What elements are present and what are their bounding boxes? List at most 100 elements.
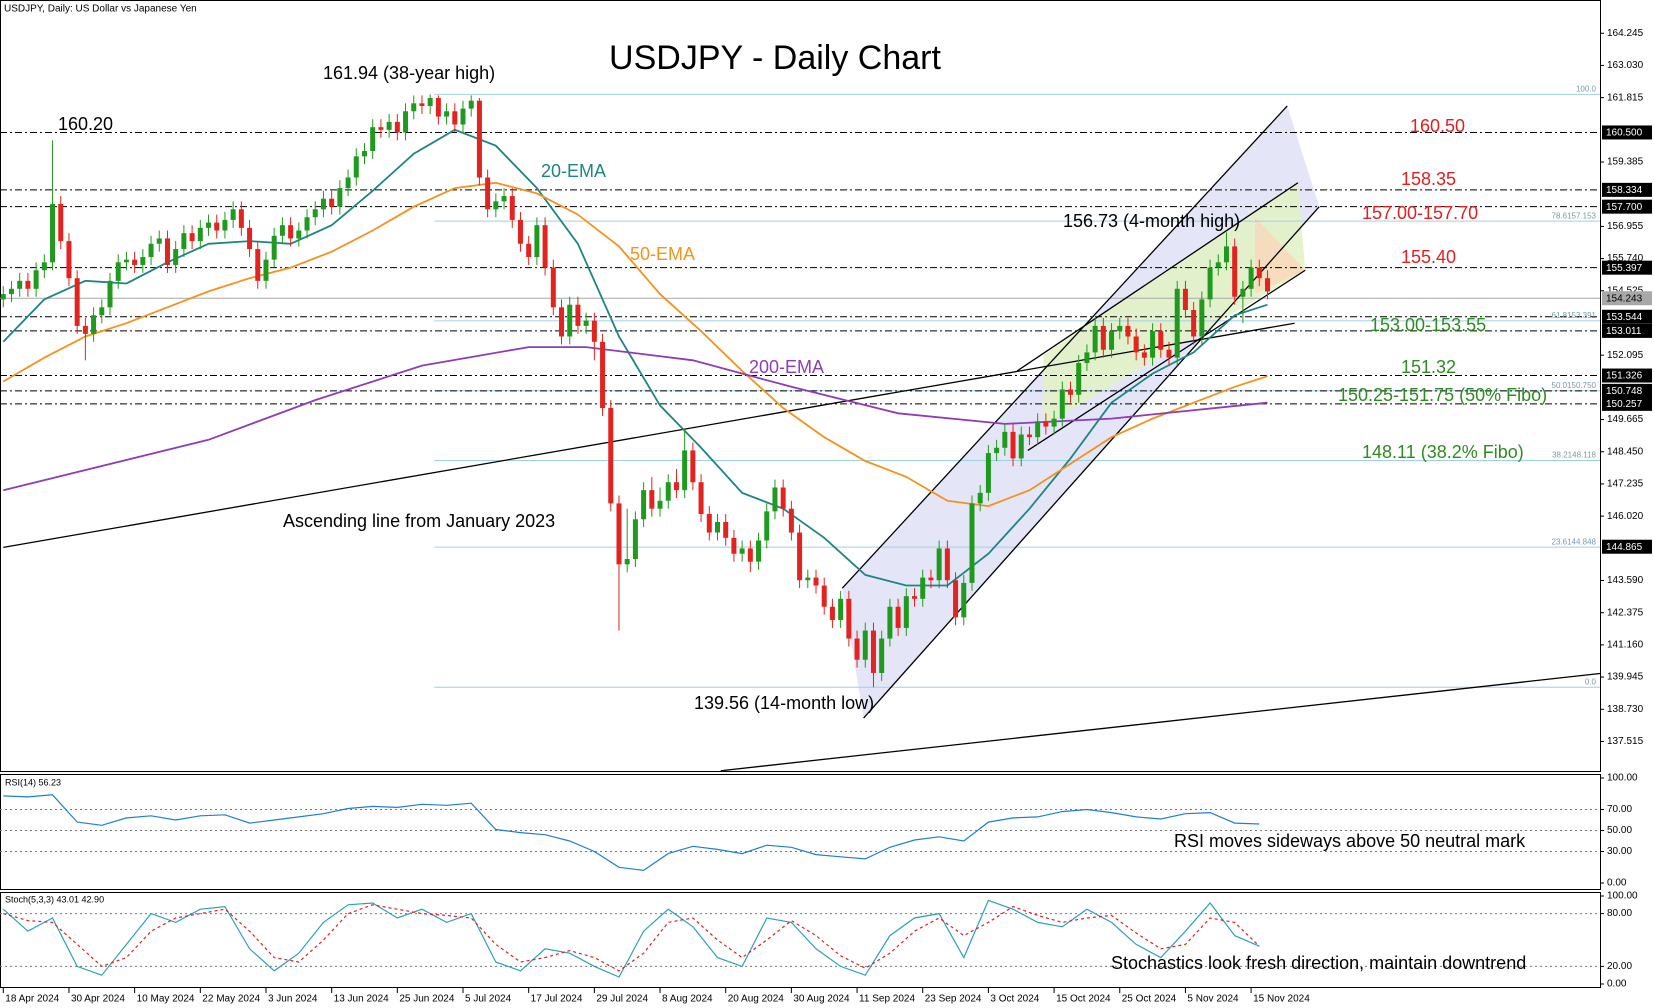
- x-tick-label: 25 Jun 2024: [399, 994, 454, 1005]
- y-tick-label: 141.160: [1607, 640, 1644, 651]
- y-tick-label: 161.815: [1607, 92, 1644, 103]
- ema-line: [3, 346, 1268, 492]
- x-tick-label: 13 Jun 2024: [334, 994, 389, 1005]
- candle-body: [912, 596, 918, 599]
- trendline: [720, 672, 1600, 771]
- candle-body: [928, 577, 934, 581]
- candle-body: [279, 225, 285, 236]
- annotation: 160.20: [58, 114, 113, 134]
- candle-body: [780, 487, 786, 509]
- level-label-box: [1602, 291, 1652, 306]
- main-panel-frame: [0, 0, 1601, 772]
- candle-body: [1265, 278, 1271, 292]
- candle-body: [329, 198, 335, 207]
- candle-body: [345, 177, 351, 189]
- y-tick-label: 146.020: [1607, 511, 1644, 522]
- candle-body: [682, 450, 688, 491]
- y-tick-label: 149.665: [1607, 414, 1644, 425]
- candle-body: [1150, 331, 1156, 358]
- candle-body: [66, 241, 72, 279]
- x-tick-label: 11 Sep 2024: [859, 994, 915, 1005]
- x-tick-label: 29 Jul 2024: [596, 994, 648, 1005]
- y-tick-label: 70.00: [1607, 804, 1632, 815]
- level-label-box: [1602, 323, 1652, 338]
- level-label: 151.326: [1606, 371, 1643, 382]
- annotation: 161.94 (38-year high): [323, 63, 495, 83]
- candle-body: [944, 548, 950, 581]
- trendline: [841, 105, 1288, 589]
- shaded-area: [1043, 182, 1306, 427]
- candle-body: [214, 222, 220, 231]
- candle-body: [542, 225, 548, 268]
- candle-body: [673, 482, 679, 491]
- candle-body: [361, 151, 367, 157]
- y-tick-label: 20.00: [1607, 961, 1632, 972]
- candle-body: [107, 280, 113, 308]
- candle-body: [370, 127, 376, 152]
- candle-body: [1125, 325, 1131, 337]
- y-tick-label: 100.00: [1607, 891, 1638, 902]
- candle-body: [1133, 336, 1139, 353]
- candle-body: [476, 100, 482, 178]
- candle-body: [969, 503, 975, 583]
- trendline: [1016, 182, 1299, 372]
- candle-body: [222, 219, 228, 231]
- candle-body: [189, 233, 195, 242]
- candle-body: [17, 280, 23, 289]
- candle-body: [148, 243, 154, 257]
- candle-body: [550, 267, 556, 308]
- candle-body: [33, 270, 39, 289]
- level-label: 153.011: [1606, 326, 1642, 337]
- y-tick-label: 143.590: [1607, 575, 1644, 586]
- y-tick-label: 154.525: [1607, 285, 1644, 296]
- candle-body: [230, 209, 236, 220]
- candle-body: [485, 177, 491, 210]
- candle-body: [164, 238, 170, 265]
- candle-body: [632, 519, 638, 560]
- level-label-box: [1602, 260, 1652, 275]
- candle-body: [427, 98, 433, 106]
- candle-body: [1166, 349, 1172, 358]
- candle-body: [206, 222, 212, 228]
- annotation: 156.73 (4-month high): [1063, 211, 1240, 231]
- annotation: Ascending line from January 2023: [283, 511, 555, 531]
- y-tick-label: 0.00: [1607, 979, 1627, 990]
- candle-body: [50, 204, 56, 263]
- candle-body: [1223, 246, 1229, 263]
- candle-body: [115, 262, 121, 281]
- candle-body: [41, 262, 47, 271]
- candle-body: [1240, 288, 1246, 297]
- y-tick-label: 156.955: [1607, 221, 1644, 232]
- candle-body: [312, 209, 318, 218]
- fibo-label: 78.6157.153: [1552, 211, 1597, 220]
- level-label: 155.397: [1606, 263, 1643, 274]
- candle-body: [517, 219, 523, 244]
- y-tick-label: 30.00: [1607, 846, 1632, 857]
- y-tick-label: 138.730: [1607, 704, 1644, 715]
- fibo-label: 23.6144.848: [1552, 537, 1597, 546]
- candle-body: [723, 521, 729, 538]
- candle-body: [690, 450, 696, 483]
- candle-body: [1092, 325, 1098, 353]
- x-tick-label: 5 Nov 2024: [1187, 994, 1239, 1005]
- candle-body: [271, 235, 277, 260]
- candle-body: [337, 188, 343, 207]
- candle-body: [813, 577, 819, 586]
- candle-body: [1059, 389, 1065, 419]
- candle-body: [1182, 288, 1188, 310]
- annotation: 153.00-153.55: [1370, 315, 1486, 335]
- candle-body: [1035, 421, 1041, 438]
- level-label-box: [1602, 182, 1652, 197]
- x-tick-label: 20 Aug 2024: [728, 994, 785, 1005]
- candle-body: [961, 582, 967, 618]
- x-tick-label: 15 Oct 2024: [1056, 994, 1111, 1005]
- x-tick-label: 17 Jul 2024: [531, 994, 583, 1005]
- y-tick-label: 50.00: [1607, 825, 1632, 836]
- candle-body: [1232, 246, 1238, 297]
- candle-body: [1100, 325, 1106, 350]
- candle-body: [879, 638, 885, 673]
- y-tick-label: 147.235: [1607, 479, 1644, 490]
- y-tick-label: 163.030: [1607, 60, 1644, 71]
